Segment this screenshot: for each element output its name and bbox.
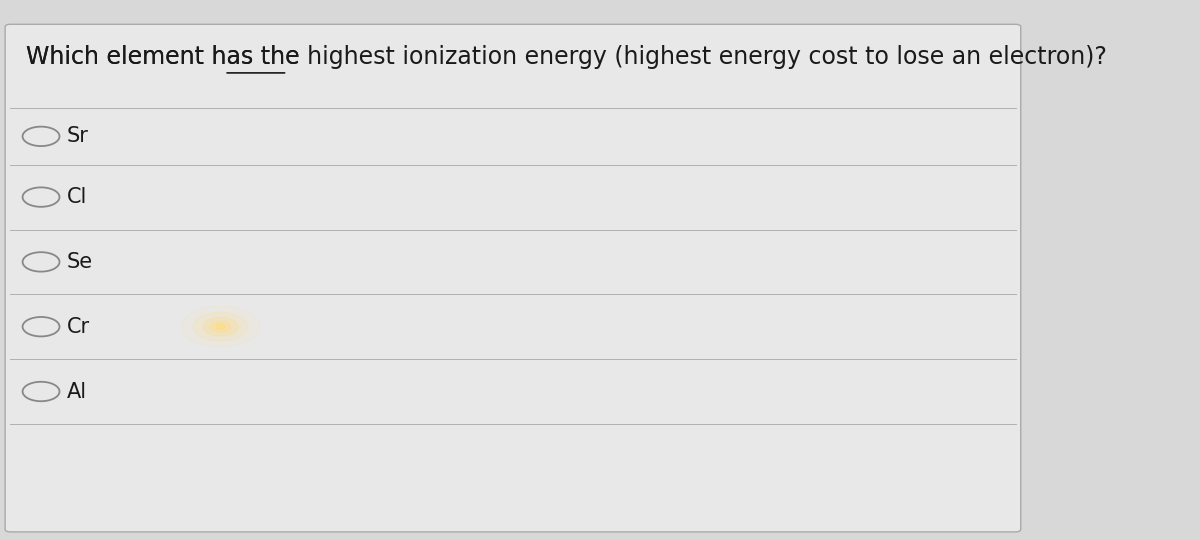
Circle shape xyxy=(193,312,248,341)
Text: Al: Al xyxy=(67,381,86,402)
Text: Which element has the: Which element has the xyxy=(25,45,307,69)
Text: Cl: Cl xyxy=(67,187,88,207)
Text: Sr: Sr xyxy=(67,126,89,146)
Circle shape xyxy=(181,306,259,347)
Text: Cr: Cr xyxy=(67,316,90,337)
Circle shape xyxy=(211,321,230,332)
Circle shape xyxy=(216,324,226,329)
Circle shape xyxy=(203,318,238,336)
Text: Se: Se xyxy=(67,252,92,272)
FancyBboxPatch shape xyxy=(5,24,1021,532)
Text: Which element has the highest ionization energy (highest energy cost to lose an : Which element has the highest ionization… xyxy=(25,45,1106,69)
